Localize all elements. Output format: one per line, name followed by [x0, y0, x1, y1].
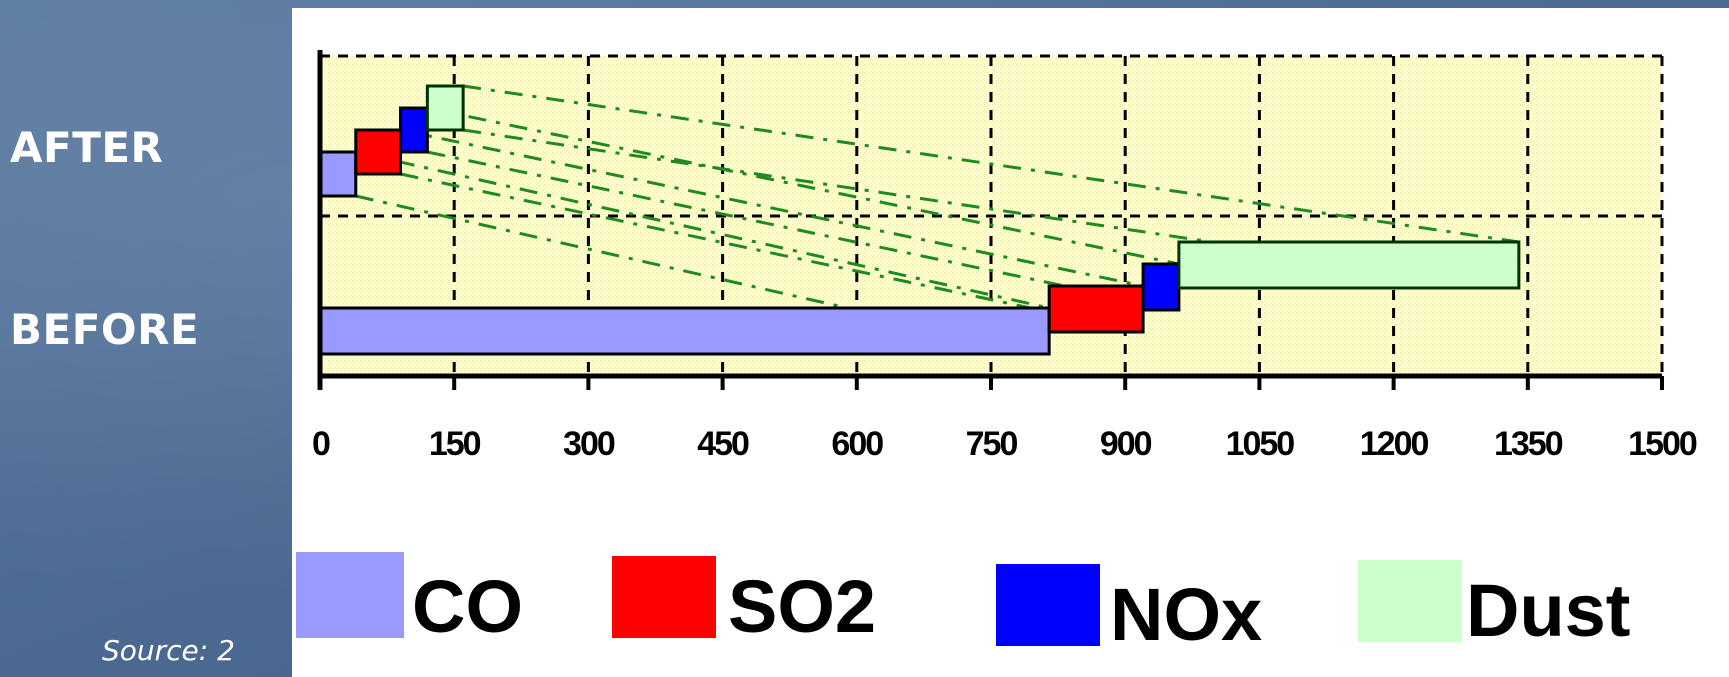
- category-label-before: BEFORE: [10, 305, 200, 354]
- connector-so2-top: [400, 128, 1144, 288]
- x-tick-label: 1500: [1628, 425, 1697, 463]
- bar-nox-before: [1141, 262, 1181, 312]
- category-label-after: AFTER: [10, 123, 164, 172]
- legend-swatch-co: [296, 552, 404, 638]
- connector-nox-top: [427, 106, 1180, 266]
- bars: [318, 84, 1521, 356]
- x-tick-labels: 0 150 300 450 600 750 900 1050 1200 1350 1500: [312, 425, 1699, 463]
- x-tick-label: 300: [563, 425, 615, 463]
- bar-co-before: [318, 306, 1051, 356]
- grid-lines: [320, 54, 1664, 376]
- x-tick-label: 1350: [1494, 425, 1563, 463]
- x-tick-label: 1050: [1226, 425, 1295, 463]
- legend-label-co: CO: [412, 565, 523, 648]
- bar-nox-after: [399, 106, 429, 154]
- legend-swatch-dust: [1358, 560, 1462, 642]
- bar-so2-after: [354, 128, 403, 176]
- x-tick-label: 450: [697, 425, 749, 463]
- connector-dust-top: [462, 84, 1520, 244]
- bar-dust-after: [425, 84, 465, 132]
- legend-swatch-so2: [612, 556, 716, 638]
- connector-co-top: [355, 150, 1050, 310]
- legend-label-so2: SO2: [728, 565, 876, 648]
- x-tick-label: 900: [1100, 425, 1152, 463]
- x-axis: [317, 50, 1664, 390]
- connector-nox-bottom: [427, 150, 1180, 312]
- legend-swatch-nox: [996, 564, 1100, 646]
- source-note: Source: 2: [102, 634, 235, 667]
- x-tick-label: 600: [831, 425, 883, 463]
- legend-label-dust: Dust: [1466, 569, 1630, 652]
- bar-so2-before: [1047, 284, 1145, 334]
- x-tick-label: 150: [429, 425, 481, 463]
- x-tick-label: 1200: [1360, 425, 1429, 463]
- x-tick-label: 750: [966, 425, 1018, 463]
- bar-dust-before: [1177, 240, 1521, 290]
- bar-co-after: [318, 150, 358, 198]
- legend-label-nox: NOx: [1110, 573, 1262, 656]
- legend: CO SO2 NOx Dust: [296, 552, 1630, 656]
- x-tick-label: 0: [312, 425, 330, 463]
- connector-so2-bottom: [400, 172, 1144, 334]
